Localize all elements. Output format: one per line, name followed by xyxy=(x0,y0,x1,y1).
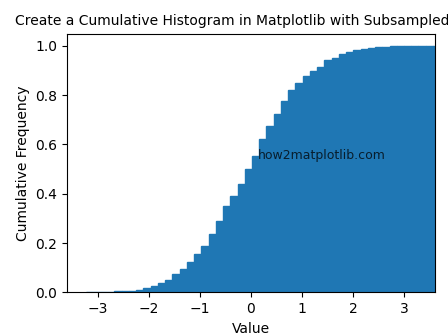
Bar xyxy=(310,71,317,292)
Bar xyxy=(252,156,259,292)
Bar xyxy=(404,46,411,292)
Bar xyxy=(375,47,382,292)
Bar xyxy=(223,206,230,292)
Bar xyxy=(267,126,274,292)
Y-axis label: Cumulative Frequency: Cumulative Frequency xyxy=(16,85,30,241)
Bar xyxy=(317,67,324,292)
Bar xyxy=(201,246,209,292)
Bar xyxy=(368,48,375,292)
Bar xyxy=(411,46,418,292)
Bar xyxy=(295,83,303,292)
Bar xyxy=(339,54,346,292)
Bar xyxy=(274,114,281,292)
Bar xyxy=(332,58,339,292)
Bar xyxy=(129,291,136,292)
Bar xyxy=(353,50,361,292)
X-axis label: Value: Value xyxy=(232,322,270,336)
Bar xyxy=(397,46,404,292)
Bar xyxy=(194,254,201,292)
Bar xyxy=(165,280,172,292)
Bar xyxy=(187,262,194,292)
Bar xyxy=(440,46,448,292)
Bar xyxy=(209,234,216,292)
Bar xyxy=(172,274,180,292)
Bar xyxy=(288,90,295,292)
Bar xyxy=(216,221,223,292)
Bar xyxy=(382,47,390,292)
Bar xyxy=(426,46,433,292)
Bar xyxy=(151,286,158,292)
Bar xyxy=(114,291,122,292)
Bar xyxy=(136,290,143,292)
Bar xyxy=(346,52,353,292)
Bar xyxy=(237,184,245,292)
Bar xyxy=(433,46,440,292)
Bar xyxy=(180,269,187,292)
Bar xyxy=(158,284,165,292)
Bar xyxy=(245,169,252,292)
Title: Create a Cumulative Histogram in Matplotlib with Subsampled Data: Create a Cumulative Histogram in Matplot… xyxy=(15,14,448,28)
Bar xyxy=(259,139,267,292)
Text: how2matplotlib.com: how2matplotlib.com xyxy=(258,149,386,162)
Bar xyxy=(230,196,237,292)
Bar xyxy=(303,76,310,292)
Bar xyxy=(324,60,332,292)
Bar xyxy=(418,46,426,292)
Bar xyxy=(281,100,288,292)
Bar xyxy=(143,288,151,292)
Bar xyxy=(361,49,368,292)
Bar xyxy=(390,46,397,292)
Bar xyxy=(122,291,129,292)
